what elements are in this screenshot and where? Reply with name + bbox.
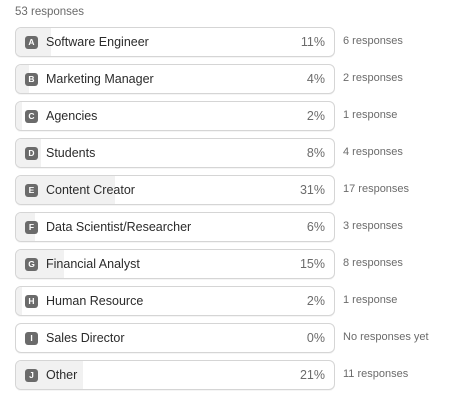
option-response-count: 1 response <box>343 294 398 306</box>
option-percentage: 0% <box>306 331 325 345</box>
option-row-c: C Agencies 2% 1 response <box>15 101 445 138</box>
total-responses: 53 responses <box>15 6 85 18</box>
option-key-badge: F <box>25 221 38 234</box>
question-title-cropped <box>15 0 175 2</box>
option-bar[interactable]: B Marketing Manager 4% <box>15 64 335 94</box>
option-percentage: 2% <box>306 109 325 123</box>
option-key-badge: H <box>25 295 38 308</box>
option-response-count: 8 responses <box>343 257 403 269</box>
option-percentage: 2% <box>306 294 325 308</box>
option-label: Software Engineer <box>46 35 149 49</box>
option-bar[interactable]: E Content Creator 31% <box>15 175 335 205</box>
question-title-fragment <box>15 0 19 2</box>
option-bar[interactable]: C Agencies 2% <box>15 101 335 131</box>
option-row-e: E Content Creator 31% 17 responses <box>15 175 445 212</box>
option-bar[interactable]: F Data Scientist/Researcher 6% <box>15 212 335 242</box>
option-bar[interactable]: D Students 8% <box>15 138 335 168</box>
option-row-j: J Other 21% 11 responses <box>15 360 445 397</box>
option-bar[interactable]: H Human Resource 2% <box>15 286 335 316</box>
option-response-count: 2 responses <box>343 72 403 84</box>
option-row-h: H Human Resource 2% 1 response <box>15 286 445 323</box>
option-label: Agencies <box>46 109 98 123</box>
option-label: Sales Director <box>46 331 125 345</box>
option-label: Students <box>46 146 96 160</box>
option-label: Human Resource <box>46 294 144 308</box>
option-percentage: 6% <box>306 220 325 234</box>
option-response-count: 11 responses <box>343 368 409 380</box>
option-key-badge: B <box>25 73 38 86</box>
option-bar[interactable]: I Sales Director 0% <box>15 323 335 353</box>
option-fill-bar <box>16 287 23 315</box>
option-row-i: I Sales Director 0% No responses yet <box>15 323 445 360</box>
option-bar[interactable]: J Other 21% <box>15 360 335 390</box>
option-row-b: B Marketing Manager 4% 2 responses <box>15 64 445 101</box>
option-label: Content Creator <box>46 183 135 197</box>
option-bar[interactable]: G Financial Analyst 15% <box>15 249 335 279</box>
option-percentage: 21% <box>299 368 325 382</box>
option-key-badge: I <box>25 332 38 345</box>
option-key-badge: E <box>25 184 38 197</box>
option-results-list: A Software Engineer 11% 6 responses B Ma… <box>15 27 445 397</box>
option-response-count: 3 responses <box>343 220 403 232</box>
option-bar[interactable]: A Software Engineer 11% <box>15 27 335 57</box>
option-row-f: F Data Scientist/Researcher 6% 3 respons… <box>15 212 445 249</box>
option-percentage: 11% <box>300 35 325 49</box>
option-response-count: 4 responses <box>343 146 403 158</box>
option-label: Marketing Manager <box>46 72 154 86</box>
option-response-count: 1 response <box>343 109 398 121</box>
option-percentage: 8% <box>306 146 325 160</box>
option-key-badge: A <box>25 36 38 49</box>
option-fill-bar <box>16 102 23 130</box>
option-response-count: No responses yet <box>343 331 429 343</box>
option-percentage: 15% <box>299 257 325 271</box>
option-key-badge: C <box>25 110 38 123</box>
option-label: Data Scientist/Researcher <box>46 220 192 234</box>
option-key-badge: G <box>25 258 38 271</box>
option-label: Financial Analyst <box>46 257 140 271</box>
option-response-count: 6 responses <box>343 35 403 47</box>
option-key-badge: J <box>25 369 38 382</box>
option-row-d: D Students 8% 4 responses <box>15 138 445 175</box>
option-percentage: 31% <box>299 183 325 197</box>
option-row-g: G Financial Analyst 15% 8 responses <box>15 249 445 286</box>
option-percentage: 4% <box>306 72 325 86</box>
option-key-badge: D <box>25 147 38 160</box>
option-row-a: A Software Engineer 11% 6 responses <box>15 27 445 64</box>
option-response-count: 17 responses <box>343 183 410 195</box>
option-label: Other <box>46 368 78 382</box>
option-fill-bar <box>16 65 29 93</box>
option-fill-bar <box>16 250 64 278</box>
